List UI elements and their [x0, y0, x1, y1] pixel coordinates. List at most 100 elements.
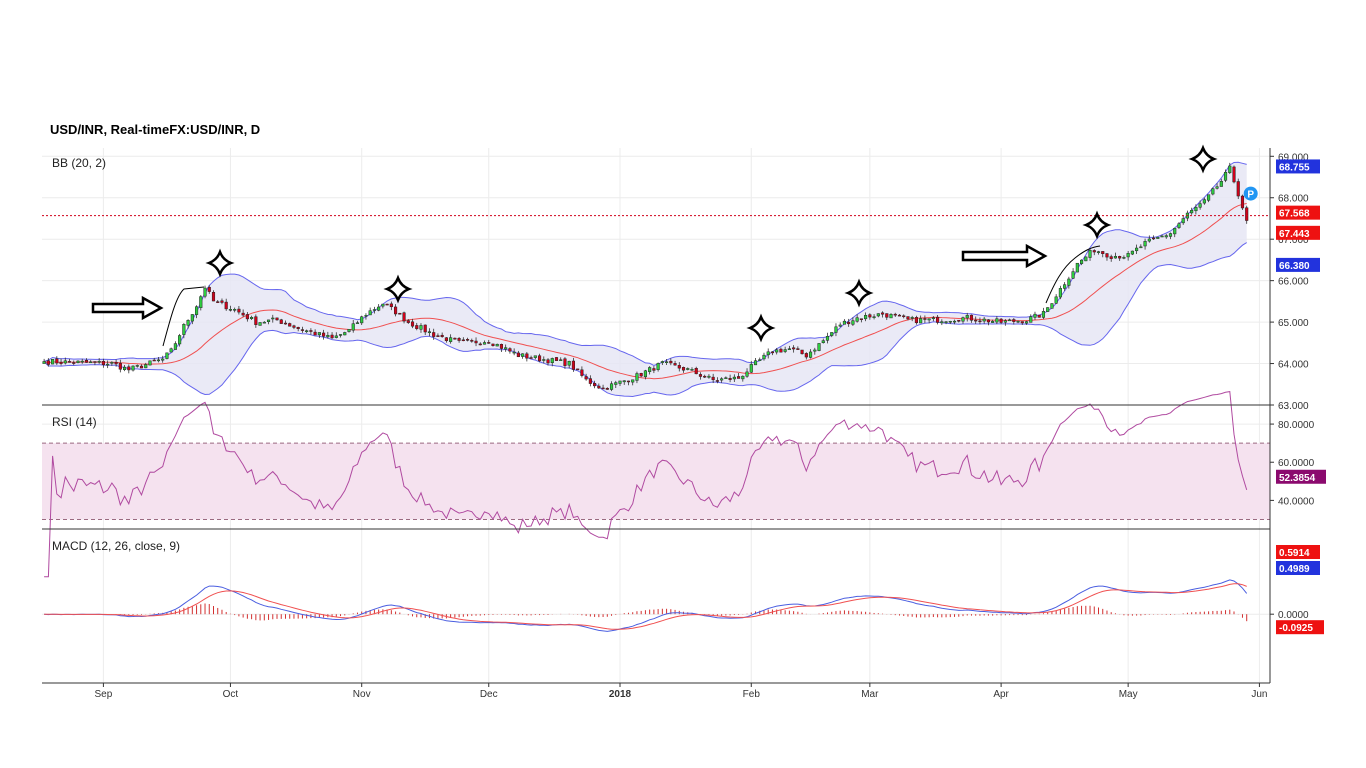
candle	[944, 321, 948, 325]
bollinger-lower-band	[43, 242, 1247, 398]
candle	[453, 337, 457, 340]
candle-body	[855, 317, 859, 322]
candle-body	[389, 303, 393, 308]
candle-body	[101, 360, 105, 366]
candle-body	[186, 320, 190, 326]
candle	[63, 357, 67, 365]
candle	[1033, 311, 1037, 320]
candle	[677, 362, 681, 372]
candle	[495, 343, 499, 347]
price-axis[interactable]: 63.000 64.000 65.000 66.000 67.000 68.000 69.0…	[1270, 152, 1309, 412]
candle	[1173, 227, 1177, 238]
candle-body	[529, 357, 533, 359]
candle-body	[46, 360, 50, 365]
candle-body	[402, 312, 406, 322]
candle-body	[228, 309, 232, 311]
candle	[1071, 268, 1075, 280]
candle-body	[1228, 165, 1232, 173]
candle-body	[677, 365, 681, 369]
candle-body	[720, 378, 724, 381]
candle	[885, 313, 889, 321]
candle	[635, 371, 639, 384]
candle	[326, 331, 330, 339]
candle	[906, 316, 910, 321]
candle	[1160, 234, 1164, 238]
candle	[1122, 255, 1126, 260]
candle-body	[961, 317, 965, 322]
candle	[1008, 318, 1012, 322]
time-axis[interactable]: Sep Oct Nov Dec 2018 Feb Mar Apr May Jun	[95, 683, 1268, 700]
macd-pane[interactable]: MACD (12, 26, close, 9) 0.0000 0.5914 0.…	[42, 529, 1324, 683]
rsi-pane[interactable]: RSI (14) 40.0000 60.0000 80.0000 52.3854	[42, 391, 1326, 578]
candle-body	[1215, 186, 1219, 189]
candle-body	[326, 335, 330, 338]
pin-label: P	[1247, 190, 1254, 201]
candle-body	[1147, 238, 1151, 242]
trend-curve	[1045, 245, 1101, 304]
candle-body	[1058, 288, 1062, 298]
candle	[1096, 250, 1101, 255]
signal-value-tag: 0.5914	[1279, 548, 1310, 559]
candle-body	[131, 365, 135, 371]
candle-body	[554, 357, 559, 361]
candle	[423, 324, 427, 336]
candle	[914, 315, 918, 325]
candle-body	[609, 383, 614, 390]
candle-body	[711, 376, 715, 381]
candle-body	[808, 351, 813, 358]
pin-icon[interactable]	[1243, 186, 1258, 201]
price-tag-close: 67.443	[1276, 225, 1320, 240]
candle	[1126, 250, 1130, 261]
candle-body	[427, 331, 432, 333]
candle	[410, 318, 415, 329]
candle-body	[1164, 235, 1168, 238]
rsi-axis[interactable]: 40.0000 60.0000 80.0000	[1270, 420, 1315, 507]
rsi-value-tag: 52.3854	[1279, 473, 1316, 484]
candle-body	[199, 296, 203, 308]
candle	[1232, 165, 1236, 184]
star-marker-icon	[383, 274, 413, 304]
candle	[673, 360, 677, 366]
macd-axis[interactable]: 0.0000	[1270, 610, 1309, 621]
candle	[173, 341, 177, 350]
candle	[504, 344, 508, 352]
candle	[982, 316, 986, 324]
star-marker-icon	[1188, 144, 1218, 174]
last-close-value: 67.443	[1279, 229, 1310, 240]
candle-body	[194, 306, 199, 315]
candle	[1067, 276, 1071, 289]
candle-body	[1194, 207, 1198, 212]
candle	[245, 312, 249, 322]
candle	[1228, 162, 1232, 175]
candle-body	[783, 349, 787, 352]
candle	[813, 347, 817, 355]
candle-body	[703, 375, 707, 378]
candle-body	[97, 361, 101, 363]
pin-marker[interactable]: P	[1243, 186, 1258, 201]
candle	[584, 373, 588, 381]
candle	[1118, 255, 1122, 261]
candle-body	[1236, 181, 1240, 197]
candle-body	[1232, 166, 1236, 183]
candle	[652, 366, 656, 374]
candle-body	[63, 360, 67, 364]
candle	[1215, 183, 1219, 190]
candle-body	[300, 329, 304, 331]
candle	[521, 353, 525, 359]
candle	[228, 305, 232, 312]
candle	[614, 380, 618, 389]
candle-body	[322, 332, 326, 337]
candle-body	[1135, 247, 1139, 252]
candle	[394, 304, 398, 317]
candle-body	[745, 371, 749, 377]
candle-body	[258, 322, 262, 326]
price-pane[interactable]: BB (20, 2) 63.000 64.000 65.000 66.000 67.00…	[42, 144, 1320, 412]
candle-body	[347, 329, 351, 332]
candle	[241, 309, 245, 317]
candle-body	[631, 379, 635, 383]
candle	[457, 337, 461, 343]
candle	[1177, 222, 1181, 229]
candle-body	[394, 306, 398, 315]
candle-body	[237, 308, 241, 313]
candle-body	[51, 359, 55, 365]
